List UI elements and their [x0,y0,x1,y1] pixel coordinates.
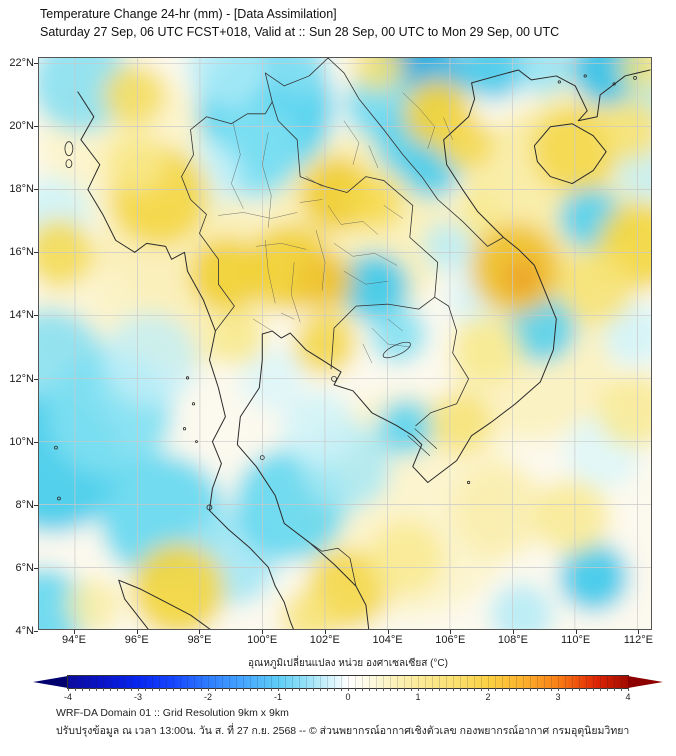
lat-tick-mark [34,125,38,127]
lat-tick-mark [34,441,38,443]
lon-tick-mark [450,630,452,634]
lon-tick-label: 100°E [247,634,278,646]
colorbar: -4 -3 -2 -1 0 1 2 3 4 [33,675,663,706]
hainan-island [533,123,607,185]
page-subtitle: Saturday 27 Sep, 06 UTC FCST+018, Valid … [40,25,560,39]
lon-tick-mark [324,630,326,634]
lon-tick-mark [262,630,264,634]
lat-tick-mark [34,505,38,507]
lon-tick-mark [512,630,514,634]
lat-tick-mark [34,378,38,380]
lat-tick-mark [34,189,38,191]
lat-tick-label: 8°N [15,499,34,512]
lat-tick-label: 6°N [15,562,34,575]
country-borders [181,58,504,587]
colorbar-label: อุณหภูมิเปลี่ยนแปลง หน่วย องศาเซลเซียส (… [248,658,448,669]
colorbar-minor-ticks [68,688,629,691]
lon-tick-label: 110°E [561,634,591,646]
lon-tick-label: 94°E [62,634,87,646]
lat-tick-label: 20°N [9,119,34,132]
colorbar-left-arrow [33,676,68,688]
province-borders [218,92,453,364]
map-svg [39,58,651,629]
lat-tick-mark [34,252,38,254]
colorbar-tick-label: -4 [63,692,72,702]
lat-tick-label: 10°N [9,435,34,448]
mekong-delta-channels [407,428,437,456]
lat-tick-label: 22°N [9,56,34,69]
lon-tick-mark [575,630,577,634]
lon-tick-mark [199,630,201,634]
colorbar-tick-label: 0 [345,692,351,702]
map-plot-area [38,57,652,630]
colorbar-tick-label: 2 [485,692,491,702]
footer-domain-info: WRF-DA Domain 01 :: Grid Resolution 9km … [56,707,289,719]
colorbar-right-arrow [628,676,663,688]
lat-tick-label: 12°N [9,372,34,385]
lon-tick-label: 98°E [187,634,212,646]
page-title: Temperature Change 24-hr (mm) - [Data As… [40,7,337,21]
lon-tick-label: 106°E [435,634,466,646]
lon-tick-label: 112°E [623,634,653,646]
lat-tick-label: 18°N [9,183,34,196]
colorbar-gradient [67,675,629,689]
colorbar-tick-label: -1 [273,692,282,702]
tonle-sap-lake [382,341,411,359]
sumatra-coast [118,579,211,629]
grid-lines [39,58,651,629]
lat-tick-label: 4°N [15,625,34,638]
temperature-anomaly-field [39,58,651,629]
lat-tick-mark [34,315,38,317]
lon-tick-label: 104°E [372,634,403,646]
colorbar-tick-label: 3 [555,692,561,702]
lat-tick-mark [34,62,38,64]
lon-tick-mark [387,630,389,634]
lon-tick-mark [74,630,76,634]
colorbar-tick-label: -3 [133,692,142,702]
lat-tick-label: 14°N [9,309,34,322]
lon-tick-label: 102°E [309,634,340,646]
colorbar-tick-label: 1 [415,692,421,702]
lon-tick-mark [638,630,640,634]
colorbar-tick-label: -2 [203,692,212,702]
lat-tick-label: 16°N [9,246,34,259]
colorbar-tick-label: 4 [625,692,631,702]
small-islands [54,74,637,511]
coastline-east [236,69,651,629]
lon-tick-label: 108°E [497,634,528,646]
lat-tick-mark [34,631,38,633]
coastlines-and-borders [54,58,651,629]
footer-update-info: ปรับปรุงข้อมูล ณ เวลา 13:00น. วัน ส. ที่… [56,725,630,737]
lon-tick-label: 96°E [124,634,149,646]
lat-tick-mark [34,568,38,570]
lon-tick-mark [136,630,138,634]
